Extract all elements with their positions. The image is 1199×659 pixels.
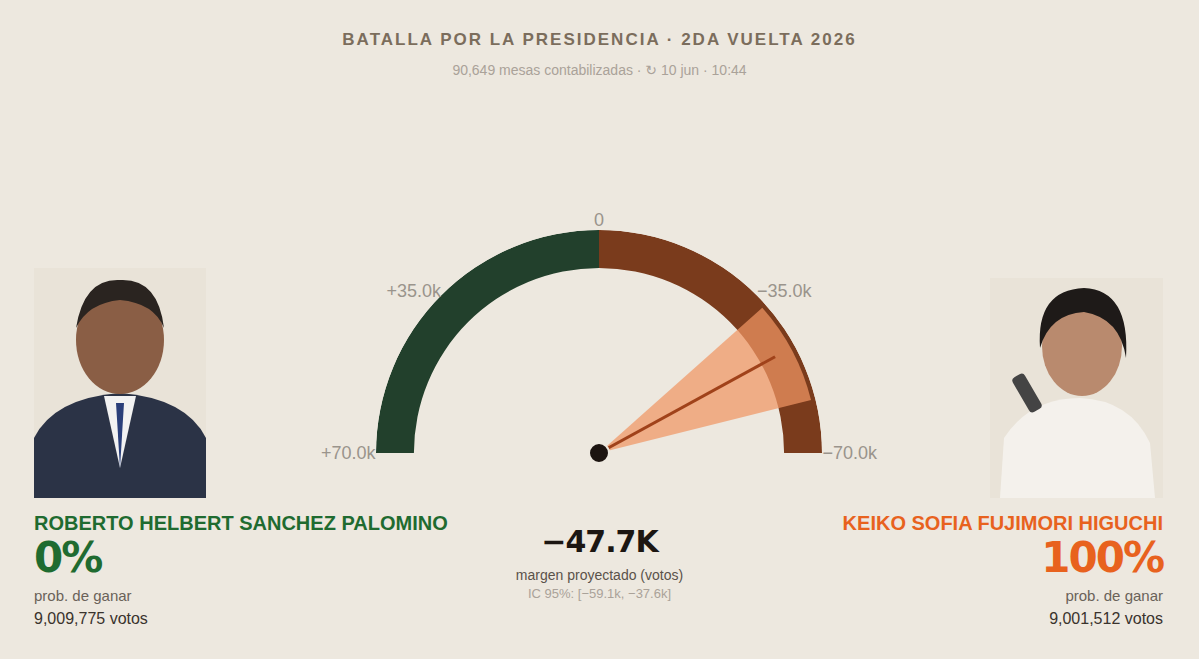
html-text:−47.7K: −47.7K — [541, 524, 658, 559]
html-text:KEIKO SOFIA FUJIMORI HIGUCHI: KEIKO SOFIA FUJIMORI HIGUCHI — [842, 512, 1163, 534]
svg-text:+35.0k: +35.0k — [386, 281, 442, 301]
html-text:BATALLA POR LA PRESIDENCIA · 2: BATALLA POR LA PRESIDENCIA · 2DA VUELTA … — [342, 30, 857, 49]
svg-text:−70.0k: −70.0k — [823, 443, 879, 463]
html-text:0%: 0% — [34, 533, 102, 582]
html-text:ROBERTO HELBERT SANCHEZ PALOMI: ROBERTO HELBERT SANCHEZ PALOMINO — [34, 512, 448, 534]
html-text:IC 95%: [−59.1k, −37.6k]: IC 95%: [−59.1k, −37.6k] — [528, 586, 671, 601]
html-text:90,649 mesas contabilizadas ·: 90,649 mesas contabilizadas · ↻ 10 jun ·… — [452, 62, 747, 78]
svg-text:0: 0 — [594, 210, 604, 230]
html-text:100%: 100% — [1041, 533, 1163, 582]
html-text:prob. de ganar: prob. de ganar — [34, 587, 132, 604]
html-text:margen proyectado (votos): margen proyectado (votos) — [515, 567, 684, 583]
html-text:9,001,512 votos: 9,001,512 votos — [1049, 610, 1163, 627]
html-text:prob. de ganar: prob. de ganar — [1065, 587, 1163, 604]
svg-text:+70.0k: +70.0k — [321, 443, 377, 463]
svg-text:−35.0k: −35.0k — [757, 281, 813, 301]
html-text:9,009,775 votos: 9,009,775 votos — [34, 610, 148, 627]
